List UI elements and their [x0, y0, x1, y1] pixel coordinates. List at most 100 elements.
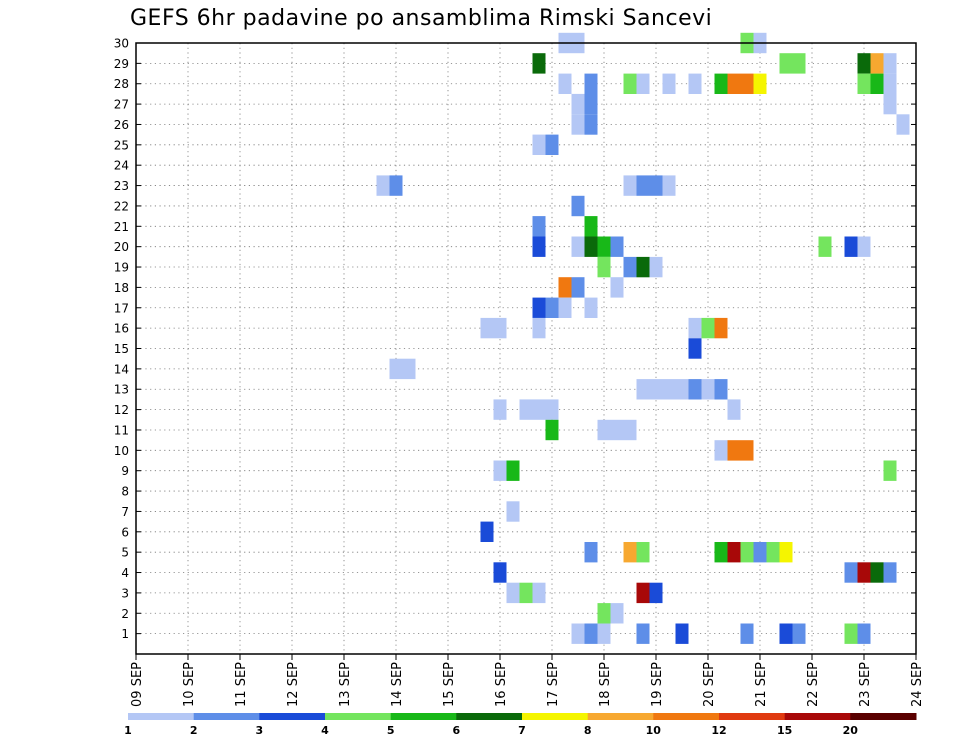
y-tick-label: 29 [114, 57, 129, 71]
heatmap-cell [688, 379, 702, 400]
heatmap-cell [545, 134, 559, 155]
y-tick-label: 20 [114, 240, 129, 254]
heatmap-cell [571, 623, 585, 644]
legend-swatch [850, 713, 917, 720]
legend-label: 15 [777, 724, 792, 737]
heatmap-cell [870, 562, 884, 583]
heatmap-cell [532, 582, 546, 604]
heatmap-cell [844, 562, 858, 583]
heatmap-cell [792, 53, 806, 74]
legend-label: 6 [452, 724, 460, 737]
heatmap-cell [532, 297, 546, 318]
heatmap-cell [714, 440, 728, 461]
y-tick-label: 1 [121, 627, 129, 641]
x-tick-label: 16 SEP [494, 662, 509, 707]
heatmap-cell [571, 236, 585, 257]
heatmap-cell [597, 256, 611, 278]
x-tick-label: 22 SEP [806, 662, 821, 707]
x-tick-label: 12 SEP [286, 662, 301, 707]
heatmap-cell [636, 582, 650, 604]
heatmap-cell [714, 317, 728, 339]
heatmap-cell [571, 93, 585, 115]
y-tick-label: 11 [114, 423, 129, 437]
legend-label: 20 [843, 724, 859, 737]
heatmap-cell [532, 399, 546, 420]
legend-swatch [784, 713, 851, 720]
legend-swatch [719, 713, 786, 720]
heatmap-cell [623, 419, 637, 441]
y-tick-label: 10 [114, 444, 129, 458]
y-tick-label: 21 [114, 220, 129, 234]
x-tick-label: 17 SEP [546, 662, 561, 707]
heatmap-cell [857, 623, 871, 644]
heatmap-cell [623, 73, 637, 94]
heatmap-cell [532, 317, 546, 339]
heatmap-cell [857, 53, 871, 74]
legend-label: 10 [646, 724, 662, 737]
x-tick-label: 19 SEP [650, 662, 665, 707]
heatmap-cell [480, 521, 494, 542]
y-tick-label: 12 [114, 403, 129, 417]
heatmap-cell [857, 562, 871, 583]
x-tick-label: 13 SEP [338, 662, 353, 707]
heatmap-cell [545, 399, 559, 420]
y-tick-label: 19 [114, 261, 129, 275]
legend-label: 12 [711, 724, 726, 737]
heatmap-cell [597, 623, 611, 644]
heatmap-cell [688, 317, 702, 339]
heatmap-cell [571, 195, 585, 217]
x-tick-label: 24 SEP [910, 662, 925, 707]
heatmap-cell [701, 379, 715, 400]
x-tick-label: 20 SEP [702, 662, 717, 707]
heatmap-cell [779, 542, 793, 563]
heatmap-cell [623, 175, 637, 196]
legend-swatch [653, 713, 720, 720]
heatmap-cell [792, 623, 806, 644]
heatmap-cell [740, 542, 754, 563]
heatmap-cell [844, 623, 858, 644]
heatmap-cell [506, 460, 520, 481]
y-tick-label: 27 [114, 98, 129, 112]
x-tick-label: 15 SEP [442, 662, 457, 707]
heatmap-cell [727, 73, 741, 94]
heatmap-cell [662, 73, 676, 94]
heatmap-cell [662, 379, 676, 400]
x-tick-label: 09 SEP [130, 662, 145, 707]
y-tick-label: 18 [114, 281, 129, 295]
y-tick-label: 7 [121, 505, 129, 519]
heatmap-cell [558, 297, 572, 318]
legend-swatch [390, 713, 457, 720]
heatmap-cell [480, 317, 494, 339]
y-axis-ticks: 1234567891011121314151617181920212223242… [114, 37, 916, 641]
x-tick-label: 21 SEP [754, 662, 769, 707]
heatmap-cell [740, 623, 754, 644]
y-tick-label: 5 [121, 546, 129, 560]
heatmap-cell [675, 623, 689, 644]
y-tick-label: 9 [121, 464, 129, 478]
legend-swatch [522, 713, 589, 720]
heatmap-cell [597, 419, 611, 441]
y-tick-label: 23 [114, 179, 129, 193]
y-tick-label: 13 [114, 383, 129, 397]
heatmap-cell [857, 73, 871, 94]
y-tick-label: 30 [114, 37, 129, 51]
heatmap-cell [636, 623, 650, 644]
heatmap-cell [584, 216, 598, 237]
heatmap-cell [701, 317, 715, 339]
legend-label: 1 [124, 724, 132, 737]
y-tick-label: 25 [114, 138, 129, 152]
heatmap-cell [688, 73, 702, 94]
heatmap-cell [584, 236, 598, 257]
y-tick-label: 16 [114, 322, 129, 336]
heatmap-cell [545, 419, 559, 441]
heatmap-cell [376, 175, 390, 196]
heatmap-cell [584, 114, 598, 135]
y-tick-label: 3 [121, 586, 129, 600]
heatmap-cell [857, 236, 871, 257]
heatmap-cell [883, 73, 897, 94]
heatmap-cell [519, 399, 533, 420]
heatmap-cell [727, 440, 741, 461]
heatmap-cell [714, 542, 728, 563]
heatmap-cell [727, 542, 741, 563]
